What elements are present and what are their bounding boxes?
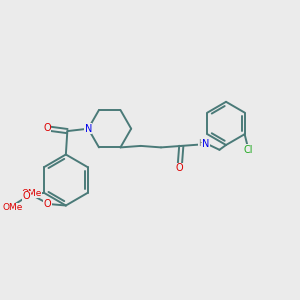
Text: O: O	[43, 123, 51, 133]
Text: H: H	[198, 139, 205, 148]
Text: N: N	[85, 124, 92, 134]
Text: OMe: OMe	[2, 203, 23, 212]
Text: N: N	[202, 140, 209, 149]
Text: O: O	[176, 164, 184, 173]
Text: O: O	[44, 199, 52, 209]
Text: Cl: Cl	[244, 145, 253, 155]
Text: OMe: OMe	[21, 189, 42, 198]
Text: O: O	[23, 191, 30, 201]
